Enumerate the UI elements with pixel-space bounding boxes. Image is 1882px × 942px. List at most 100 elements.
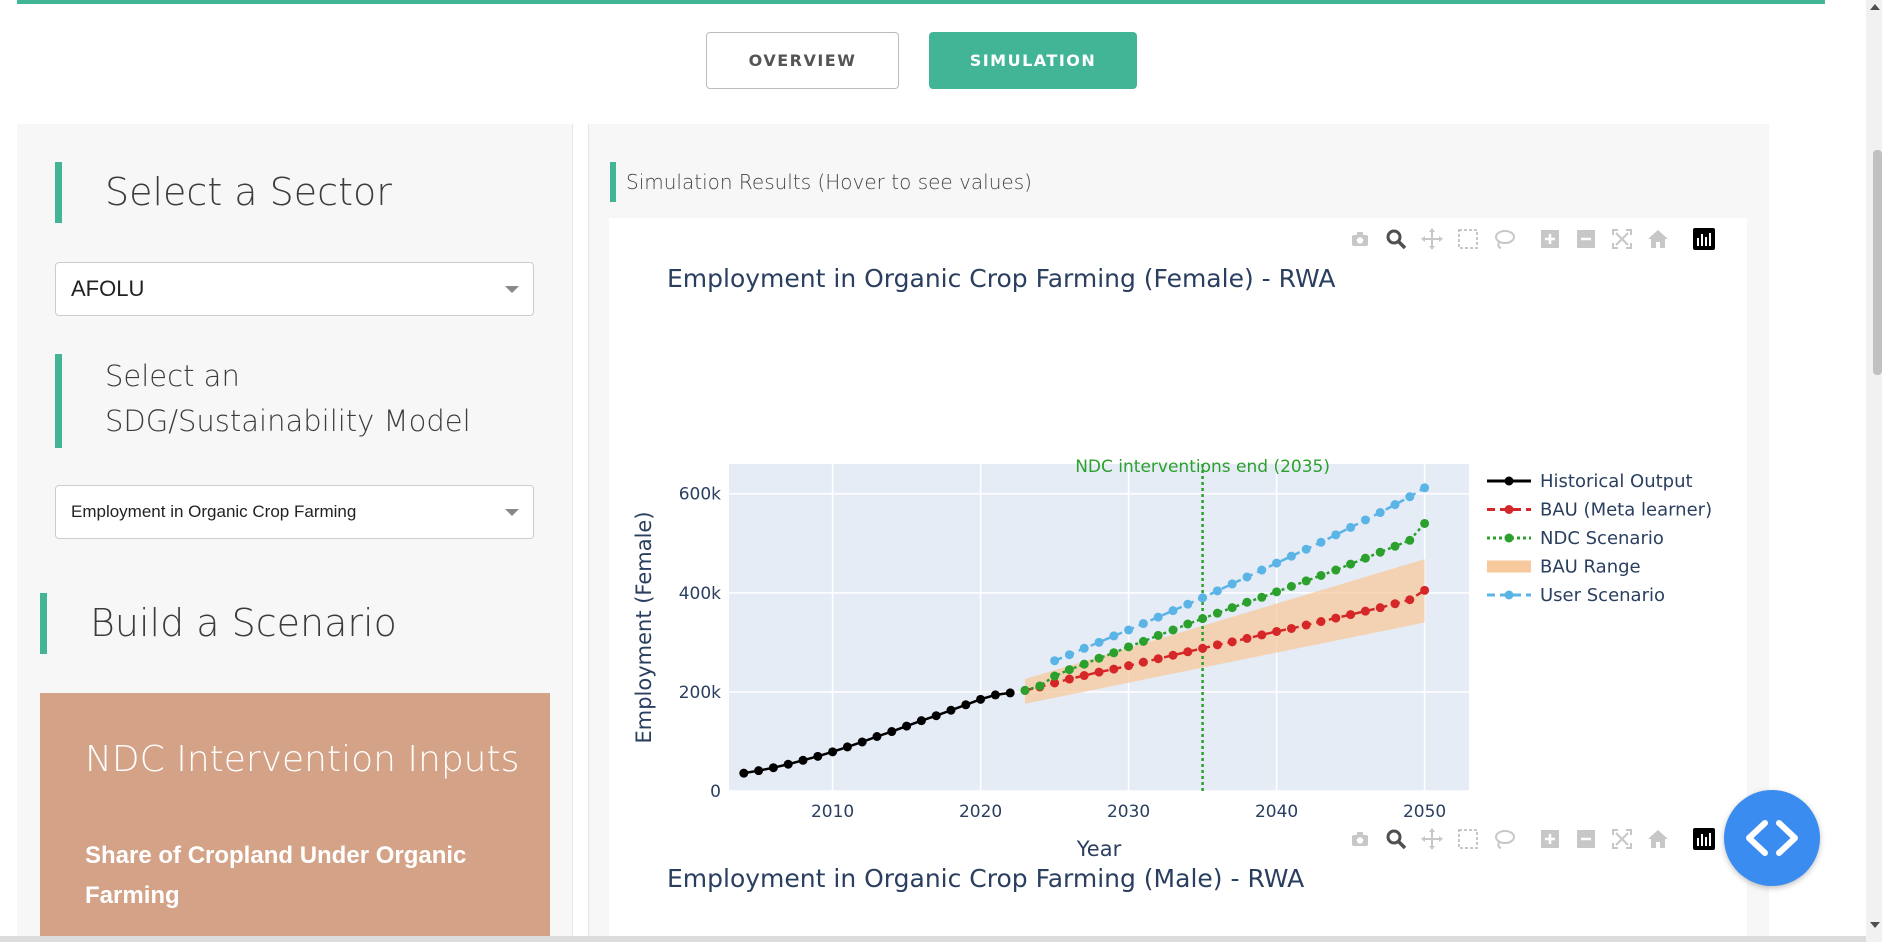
legend-label: User Scenario: [1540, 585, 1665, 606]
results-heading: Simulation Results (Hover to see values): [610, 162, 1032, 202]
model-select-value: Employment in Organic Crop Farming: [71, 502, 357, 521]
bau-meta-learner-point: [1079, 671, 1089, 681]
user-scenario-point: [1138, 619, 1148, 629]
ndc-scenario-point: [1331, 565, 1341, 575]
legend-label: BAU Range: [1540, 557, 1641, 578]
ndc-scenario-point: [1109, 648, 1119, 658]
user-scenario-point: [1272, 558, 1282, 568]
female-employment-chart[interactable]: 2010 2020 2030 2040 2050 0 200k 400k 600k Year Emp…: [609, 338, 1747, 898]
ndc-scenario-point: [1094, 653, 1104, 663]
historical-output-point: [931, 711, 941, 721]
historical-output-point: [754, 766, 764, 776]
bau-meta-learner-point: [1257, 630, 1267, 640]
scroll-up-arrow[interactable]: [1870, 4, 1880, 10]
chart-title: Employment in Organic Crop Farming (Male…: [667, 864, 1305, 893]
bau-meta-learner-point: [1227, 637, 1237, 647]
autoscale-icon[interactable]: [1608, 225, 1636, 253]
zoom-icon[interactable]: [1382, 825, 1410, 853]
y-tick-label: 400k: [679, 584, 721, 604]
user-scenario-point: [1183, 599, 1193, 609]
legend-marker: [1504, 590, 1514, 600]
historical-output-point: [813, 751, 823, 761]
ndc-end-annotation: NDC interventions end (2035): [1075, 457, 1330, 477]
ndc-scenario-point: [1198, 614, 1208, 624]
ndc-scenario-point: [1138, 636, 1148, 646]
ndc-scenario-point: [1050, 671, 1060, 681]
legend-label: BAU (Meta learner): [1540, 500, 1712, 521]
y-axis-label: Employment (Female): [632, 511, 656, 743]
historical-output-point: [739, 768, 749, 778]
plotly-logo-icon[interactable]: [1690, 225, 1718, 253]
user-scenario-point: [1405, 492, 1415, 502]
scroll-down-arrow[interactable]: [1870, 922, 1880, 928]
bau-meta-learner-point: [1183, 647, 1193, 657]
lasso-select-icon[interactable]: [1490, 825, 1518, 853]
tab-overview[interactable]: OVERVIEW: [706, 32, 899, 89]
page-scrollbar[interactable]: [1866, 0, 1882, 942]
legend-swatch: [1487, 560, 1531, 573]
bau-meta-learner-point: [1153, 654, 1163, 664]
ndc-scenario-point: [1020, 685, 1030, 695]
x-tick-label: 2030: [1107, 802, 1150, 822]
scrollbar-thumb[interactable]: [1873, 150, 1882, 375]
historical-output-point: [1005, 688, 1015, 698]
tab-simulation[interactable]: SIMULATION: [929, 32, 1137, 89]
zoom-out-icon[interactable]: [1572, 825, 1600, 853]
zoom-in-icon[interactable]: [1536, 825, 1564, 853]
organic-share-label: Share of Cropland Under Organic Farming: [85, 842, 467, 909]
lasso-select-icon[interactable]: [1490, 225, 1518, 253]
pan-icon[interactable]: [1418, 225, 1446, 253]
reset-axes-icon[interactable]: [1644, 825, 1672, 853]
zoom-out-icon[interactable]: [1572, 225, 1600, 253]
sector-select-value: AFOLU: [71, 276, 145, 301]
ndc-inputs-card: NDC Intervention Inputs Share of Croplan…: [40, 693, 550, 942]
reset-axes-icon[interactable]: [1644, 225, 1672, 253]
x-tick-label: 2020: [959, 802, 1002, 822]
bau-meta-learner-point: [1405, 595, 1415, 605]
box-select-icon[interactable]: [1454, 225, 1482, 253]
user-scenario-point: [1064, 650, 1074, 660]
bottom-edge: [0, 936, 1866, 942]
legend-marker: [1504, 505, 1514, 514]
bau-meta-learner-point: [1198, 643, 1208, 653]
user-scenario-point: [1390, 500, 1400, 510]
historical-output-point: [946, 705, 956, 715]
historical-output-point: [976, 694, 986, 704]
bau-meta-learner-point: [1109, 664, 1119, 674]
model-select[interactable]: Employment in Organic Crop Farming: [55, 485, 534, 539]
sector-select[interactable]: AFOLU: [55, 262, 534, 316]
user-scenario-point: [1124, 625, 1134, 635]
ndc-scenario-point: [1227, 603, 1237, 613]
ndc-scenario-point: [1272, 587, 1282, 597]
ndc-scenario-point: [1064, 665, 1074, 675]
camera-icon[interactable]: [1346, 225, 1374, 253]
zoom-icon[interactable]: [1382, 225, 1410, 253]
user-scenario-point: [1050, 656, 1060, 666]
y-tick-label: 0: [710, 782, 721, 802]
bau-meta-learner-point: [1094, 667, 1104, 677]
box-select-icon[interactable]: [1454, 825, 1482, 853]
chart-card: Employment in Organic Crop Farming (Fema…: [609, 218, 1747, 942]
code-brackets-icon: [1746, 820, 1798, 856]
legend-marker: [1504, 533, 1514, 543]
historical-output-point: [916, 716, 926, 726]
ndc-scenario-point: [1420, 518, 1430, 528]
plotly-logo-icon[interactable]: [1690, 825, 1718, 853]
camera-icon[interactable]: [1346, 825, 1374, 853]
code-toggle-button[interactable]: [1724, 790, 1820, 886]
bau-meta-learner-point: [1050, 678, 1060, 688]
autoscale-icon[interactable]: [1608, 825, 1636, 853]
ndc-scenario-point: [1301, 576, 1311, 586]
ndc-scenario-point: [1360, 553, 1370, 563]
bau-meta-learner-point: [1316, 617, 1326, 627]
chart-title: Employment in Organic Crop Farming (Fema…: [667, 264, 1336, 293]
ndc-scenario-point: [1242, 597, 1252, 607]
bau-meta-learner-point: [1331, 613, 1341, 623]
x-axis-label: Year: [1076, 837, 1122, 861]
user-scenario-point: [1153, 612, 1163, 622]
pan-icon[interactable]: [1418, 825, 1446, 853]
user-scenario-point: [1257, 565, 1267, 575]
results-panel: Simulation Results (Hover to see values)…: [588, 124, 1769, 942]
zoom-in-icon[interactable]: [1536, 225, 1564, 253]
